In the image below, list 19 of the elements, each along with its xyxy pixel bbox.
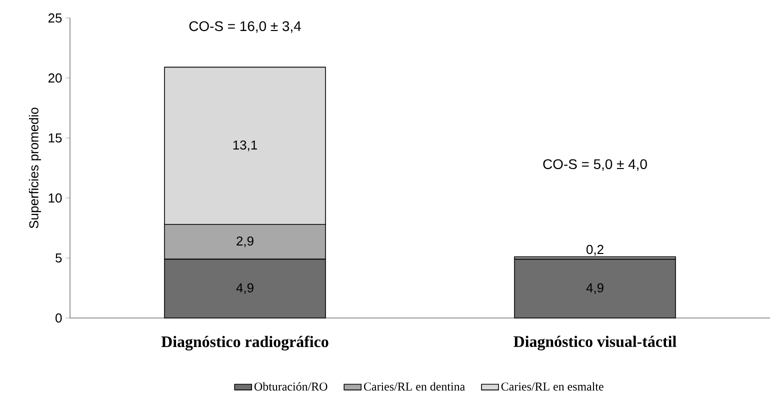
data-label: 4,9 [586,283,604,294]
data-label: 13,1 [233,140,257,152]
x-tick-label: Diagnóstico radiográfico [161,336,328,351]
y-tick-label: 10 [48,193,62,203]
y-tick-label: 5 [56,253,62,263]
annotation: CO-S = 5,0 ± 4,0 [543,159,647,171]
y-tick-label: 20 [48,73,62,83]
x-tick-label: Diagnóstico visual-táctil [514,336,676,350]
y-tick-label: 0 [56,313,62,323]
data-label: 0,2 [586,244,604,256]
legend-label: Caries/RL en esmalte [501,382,604,391]
y-tick-label: 25 [48,13,62,23]
annotation: CO-S = 16,0 ± 3,4 [189,21,301,33]
legend-label: Caries/RL en dentina [364,382,465,391]
data-label: 2,9 [236,236,254,248]
legend-label: Obturación/RO [254,382,328,391]
y-axis-title: Superficies promedio [28,108,41,228]
data-label: 4,9 [236,283,254,294]
y-tick-label: 15 [48,133,62,143]
